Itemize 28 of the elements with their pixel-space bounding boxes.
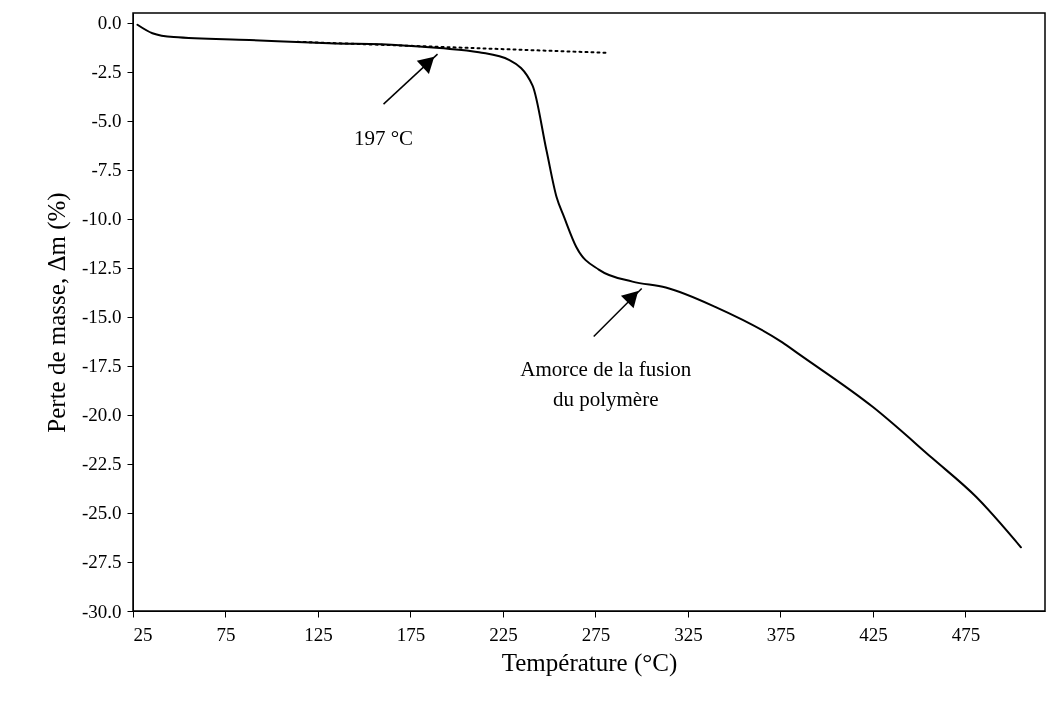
x-tick-label: 25 <box>133 623 153 645</box>
y-tick-label: -25.0 <box>81 502 122 524</box>
x-tick-label: 75 <box>216 623 236 645</box>
x-axis-title: Température (°C) <box>501 648 678 677</box>
y-tick-label: -5.0 <box>91 110 122 132</box>
x-tick-label: 475 <box>951 623 981 645</box>
x-tick-label: 225 <box>489 623 518 645</box>
line-series <box>136 23 1022 549</box>
y-tick-label: -12.5 <box>81 257 122 279</box>
y-axis-title: Perte de masse, Δm (%) <box>42 192 71 433</box>
x-tick-label: 125 <box>304 623 333 645</box>
y-tick-label: -15.0 <box>81 306 122 328</box>
annotation: 197 °C <box>353 126 414 151</box>
y-tick-label: -17.5 <box>81 355 122 377</box>
x-tick-label: 275 <box>581 623 611 645</box>
y-tick-label: -30.0 <box>81 600 122 622</box>
y-tick-label: -2.5 <box>91 61 122 83</box>
x-tick-label: 175 <box>396 623 426 645</box>
y-tick-label: 0.0 <box>97 12 122 34</box>
y-tick-label: -7.5 <box>91 159 122 181</box>
y-tick-label: -10.0 <box>81 208 122 230</box>
annotation: Amorce de la fusion du polymère <box>520 356 692 411</box>
y-tick-label: -22.5 <box>81 453 122 475</box>
x-tick-label: 425 <box>859 623 888 645</box>
y-tick-label: -20.0 <box>81 404 122 426</box>
x-tick-label: 375 <box>766 623 796 645</box>
x-tick-label: 325 <box>674 623 703 645</box>
y-tick-label: -27.5 <box>81 551 122 573</box>
